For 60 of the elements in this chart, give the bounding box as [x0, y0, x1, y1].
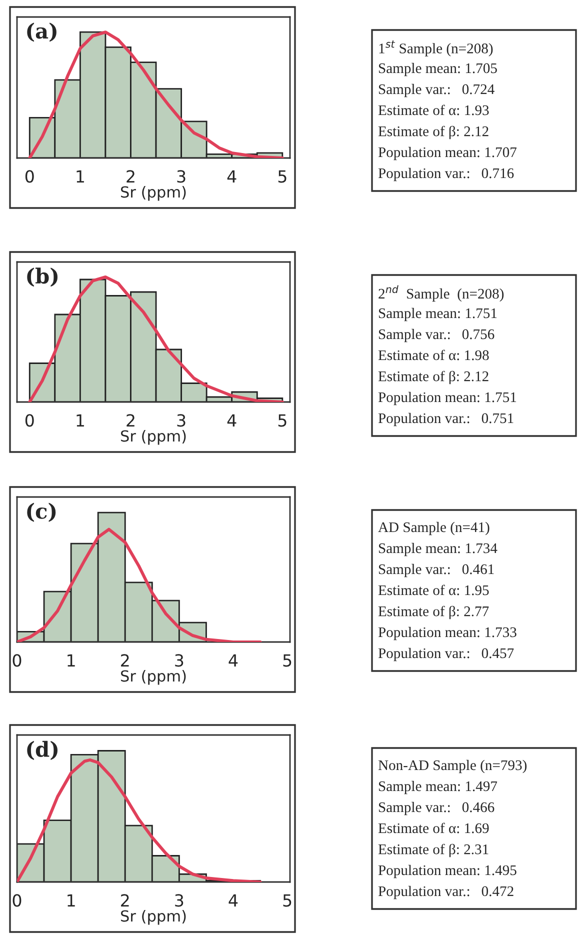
text: Sample var.: 0.756 — [378, 328, 494, 342]
text: 1$^{st}$ Sample (n=208) — [379, 40, 493, 56]
x-tick-label: 3 — [177, 414, 186, 427]
text: Estimate of β: 2.77 — [378, 606, 489, 620]
text: Estimate of α: 1.93 — [378, 104, 489, 116]
x-axis-title: Sr (ppm) — [120, 670, 186, 685]
x-tick-label: 4 — [228, 894, 238, 906]
text: Population mean: 1.495 — [378, 864, 516, 878]
x-tick-label: 2 — [121, 894, 129, 906]
x-tick-label: 1 — [76, 414, 84, 426]
x-tick-label: 1 — [68, 894, 75, 906]
annotation: (d) — [27, 740, 58, 760]
text: Estimate of β: 2.12 — [378, 126, 488, 140]
text: Estimate of α: 1.69 — [378, 822, 489, 834]
text: Sample var.: 0.466 — [378, 802, 494, 816]
x-tick-label: 5 — [283, 654, 292, 667]
x-tick-label: 4 — [227, 170, 236, 182]
annotation: (b) — [27, 268, 58, 287]
text: Sample mean: 1.705 — [378, 62, 497, 76]
text: Population var.: 0.472 — [378, 886, 514, 900]
text: 2$^{nd}$ Sample (n=208) — [378, 285, 504, 302]
text: Population var.: 0.457 — [378, 648, 514, 662]
x-tick-label: 1 — [68, 654, 75, 666]
x-tick-label: 2 — [126, 414, 134, 426]
text: Sample mean: 1.734 — [378, 542, 498, 556]
x-tick-label: 5 — [283, 894, 292, 907]
x-tick-label: 4 — [228, 654, 238, 666]
text: AD Sample (n=41) — [378, 522, 490, 536]
text: Sample var.: 0.461 — [378, 564, 494, 578]
text: Sample mean: 1.497 — [378, 780, 498, 794]
x-tick-label: 1 — [76, 170, 84, 182]
x-axis-title: Sr (ppm) — [120, 910, 186, 925]
x-axis-title: Sr (ppm) — [120, 430, 186, 445]
text: Estimate of β: 2.31 — [378, 844, 488, 858]
x-tick-label: 2 — [121, 654, 129, 666]
x-tick-label: 3 — [175, 894, 184, 907]
annotation: (c) — [27, 502, 56, 522]
x-tick-label: 5 — [278, 414, 286, 427]
text: Population mean: 1.751 — [378, 392, 516, 406]
text: Population mean: 1.707 — [378, 146, 517, 160]
x-tick-label: 3 — [175, 654, 184, 667]
text: Population var.: 0.751 — [378, 412, 514, 426]
x-tick-label: 0 — [25, 170, 34, 183]
text: Sample mean: 1.751 — [378, 308, 497, 322]
text: Non-AD Sample (n=793) — [378, 760, 527, 774]
x-tick-label: 5 — [278, 170, 286, 183]
text: Sample var.: 0.724 — [378, 84, 494, 98]
text: Estimate of α: 1.95 — [378, 584, 489, 596]
x-axis-title: Sr (ppm) — [120, 186, 186, 201]
x-tick-label: 2 — [126, 170, 134, 182]
x-tick-label: 0 — [12, 654, 22, 667]
text: Population var.: 0.716 — [378, 168, 514, 182]
text: Estimate of β: 2.12 — [378, 370, 488, 384]
x-tick-label: 0 — [25, 414, 34, 427]
x-tick-label: 3 — [177, 170, 186, 183]
text: Population mean: 1.733 — [378, 626, 516, 640]
text: Estimate of α: 1.98 — [378, 350, 489, 360]
x-tick-label: 0 — [12, 894, 22, 907]
x-tick-label: 4 — [227, 414, 236, 426]
annotation: (a) — [27, 22, 56, 42]
